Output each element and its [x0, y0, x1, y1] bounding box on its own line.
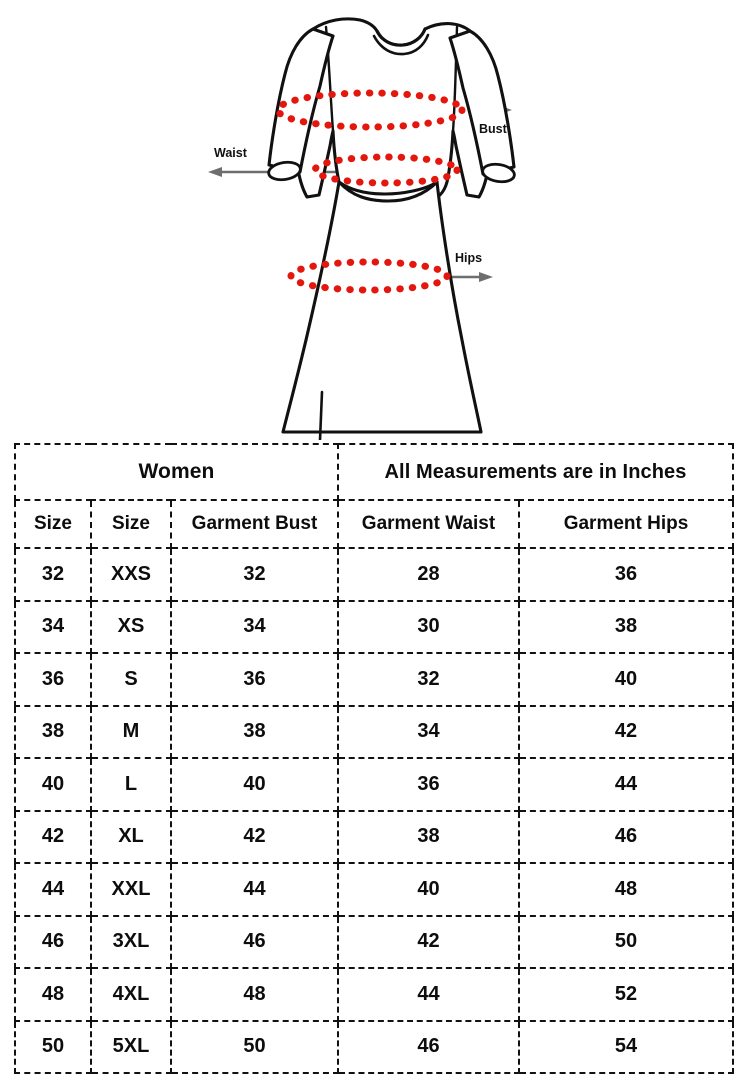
- column-header-garment-waist: Garment Waist: [337, 499, 520, 549]
- table-row: 48 4XL 48 44 52: [14, 967, 735, 1022]
- cell-size-numeric: 50: [14, 1019, 92, 1074]
- table-row: 38 M 38 34 42: [14, 704, 735, 759]
- column-header-garment-bust: Garment Bust: [170, 499, 339, 549]
- cell-garment-waist: 30: [337, 599, 520, 654]
- cell-size-numeric: 48: [14, 967, 92, 1022]
- cell-size-numeric: 46: [14, 914, 92, 969]
- cell-size-numeric: 42: [14, 809, 92, 864]
- cell-garment-bust: 50: [170, 1019, 339, 1074]
- cell-size-alpha: XS: [90, 599, 172, 654]
- cell-garment-hips: 54: [517, 1019, 735, 1074]
- cell-garment-waist: 36: [337, 757, 520, 812]
- waist-label: Waist: [214, 146, 248, 160]
- cell-garment-waist: 40: [337, 862, 520, 917]
- cell-garment-hips: 42: [517, 704, 735, 759]
- cell-size-alpha: L: [90, 757, 172, 812]
- cell-garment-hips: 48: [517, 862, 735, 917]
- cell-size-alpha: XXS: [90, 547, 172, 602]
- cell-garment-waist: 32: [337, 652, 520, 707]
- table-header-row: Size Size Garment Bust Garment Waist Gar…: [14, 499, 735, 549]
- cell-size-alpha: 4XL: [90, 967, 172, 1022]
- cell-size-alpha: S: [90, 652, 172, 707]
- cell-size-alpha: M: [90, 704, 172, 759]
- cell-size-numeric: 34: [14, 599, 92, 654]
- hips-label: Hips: [455, 251, 482, 265]
- measurement-rings: [274, 89, 466, 294]
- cell-garment-hips: 38: [517, 599, 735, 654]
- cell-garment-waist: 28: [337, 547, 520, 602]
- cell-garment-hips: 36: [517, 547, 735, 602]
- cell-size-numeric: 36: [14, 652, 92, 707]
- cell-garment-waist: 46: [337, 1019, 520, 1074]
- cell-garment-hips: 52: [517, 967, 735, 1022]
- cell-garment-hips: 50: [517, 914, 735, 969]
- cell-garment-bust: 38: [170, 704, 339, 759]
- column-header-size-numeric: Size: [14, 499, 92, 549]
- size-chart-table: Women All Measurements are in Inches Siz…: [14, 443, 735, 1074]
- waist-ring: [311, 153, 461, 187]
- cell-size-numeric: 32: [14, 547, 92, 602]
- cell-garment-bust: 40: [170, 757, 339, 812]
- bust-ring: [274, 89, 466, 131]
- cell-size-alpha: XXL: [90, 862, 172, 917]
- cell-garment-bust: 32: [170, 547, 339, 602]
- cell-size-alpha: XL: [90, 809, 172, 864]
- cell-garment-waist: 34: [337, 704, 520, 759]
- bust-label: Bust: [479, 122, 508, 136]
- cell-garment-waist: 44: [337, 967, 520, 1022]
- column-header-garment-hips: Garment Hips: [517, 499, 735, 549]
- table-row: 36 S 36 32 40: [14, 652, 735, 707]
- table-row: 32 XXS 32 28 36: [14, 547, 735, 602]
- cell-size-alpha: 5XL: [90, 1019, 172, 1074]
- dress-measurement-illustration: Bust Waist Hips: [0, 0, 746, 440]
- cell-garment-hips: 40: [517, 652, 735, 707]
- table-row: 34 XS 34 30 38: [14, 599, 735, 654]
- cell-garment-waist: 38: [337, 809, 520, 864]
- cell-garment-hips: 46: [517, 809, 735, 864]
- cell-size-numeric: 38: [14, 704, 92, 759]
- table-title-row: Women All Measurements are in Inches: [14, 443, 735, 501]
- table-row: 46 3XL 46 42 50: [14, 914, 735, 969]
- cell-garment-bust: 42: [170, 809, 339, 864]
- title-women-cell: Women: [14, 443, 339, 501]
- cell-garment-bust: 48: [170, 967, 339, 1022]
- cell-garment-waist: 42: [337, 914, 520, 969]
- dress-outline: [267, 17, 516, 440]
- cell-garment-bust: 46: [170, 914, 339, 969]
- table-row: 42 XL 42 38 46: [14, 809, 735, 864]
- cell-size-alpha: 3XL: [90, 914, 172, 969]
- cell-garment-bust: 34: [170, 599, 339, 654]
- table-row: 50 5XL 50 46 54: [14, 1019, 735, 1074]
- cell-garment-hips: 44: [517, 757, 735, 812]
- hips-ring: [287, 258, 451, 294]
- cell-size-numeric: 40: [14, 757, 92, 812]
- table-row: 40 L 40 36 44: [14, 757, 735, 812]
- cell-garment-bust: 36: [170, 652, 339, 707]
- title-units-cell: All Measurements are in Inches: [336, 443, 735, 501]
- cell-size-numeric: 44: [14, 862, 92, 917]
- table-row: 44 XXL 44 40 48: [14, 862, 735, 917]
- cell-garment-bust: 44: [170, 862, 339, 917]
- column-header-size-alpha: Size: [90, 499, 172, 549]
- size-chart-table-container: Women All Measurements are in Inches Siz…: [14, 443, 735, 1074]
